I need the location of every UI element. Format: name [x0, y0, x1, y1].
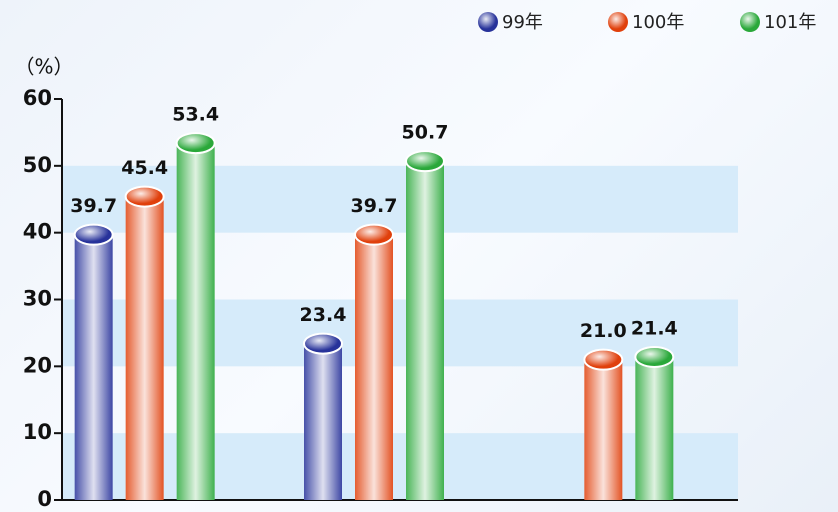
legend-label: 99年: [502, 12, 543, 33]
legend-marker: [608, 12, 628, 32]
y-tick-label: 20: [23, 353, 52, 377]
value-label: 21.4: [631, 317, 678, 339]
bar: [74, 234, 113, 500]
bar-cap: [354, 223, 394, 246]
bar-cap: [583, 348, 624, 371]
legend-label: 101年: [764, 12, 816, 33]
value-label: 39.7: [351, 195, 398, 217]
bar-cap: [405, 150, 445, 173]
value-label: 45.4: [121, 157, 168, 179]
y-tick-label: 40: [23, 220, 52, 244]
y-tick-label: 10: [23, 420, 52, 444]
value-label: 53.4: [172, 104, 219, 126]
y-tick-label: 60: [23, 86, 52, 110]
legend-label: 100年: [632, 12, 684, 33]
bar-cap: [73, 223, 114, 246]
y-axis-label: （%）: [14, 55, 73, 79]
y-tick-label: 0: [37, 487, 52, 511]
bar: [584, 359, 623, 500]
bar-cap: [175, 132, 216, 155]
band: [62, 299, 738, 367]
band: [62, 165, 738, 233]
value-label: 39.7: [70, 195, 117, 217]
bar: [635, 356, 674, 500]
bar-cap: [303, 332, 343, 355]
legend-marker: [478, 12, 498, 32]
y-tick-label: 50: [23, 153, 52, 177]
band: [62, 433, 738, 500]
legend-marker: [740, 12, 760, 32]
bar-cap: [634, 345, 675, 368]
value-label: 23.4: [300, 304, 347, 326]
bar: [176, 143, 215, 501]
bar: [125, 196, 164, 500]
bar: [355, 234, 393, 500]
bar-cap: [124, 185, 165, 208]
bar: [406, 161, 444, 500]
value-label: 50.7: [402, 122, 449, 144]
bar: [304, 343, 342, 500]
y-tick-label: 30: [23, 287, 52, 311]
value-label: 21.0: [580, 320, 627, 342]
